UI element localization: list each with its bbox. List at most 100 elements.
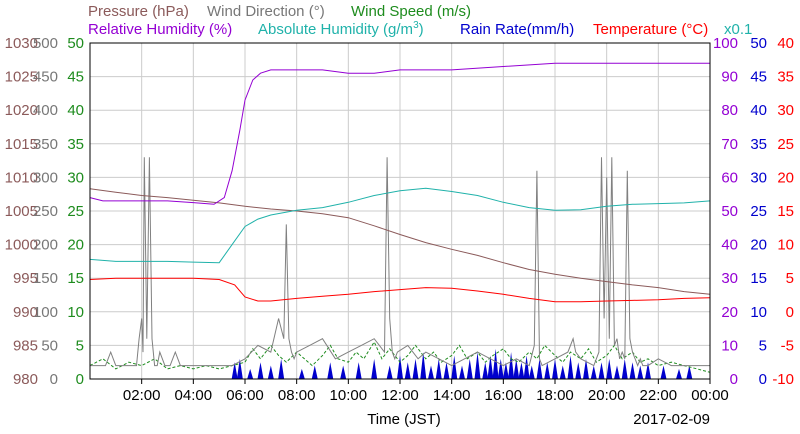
- tick-label-pressure: 985: [13, 337, 38, 354]
- tick-label-wind-direction: 150: [33, 270, 58, 287]
- rain-bar: [397, 355, 403, 379]
- chart-header: Pressure (hPa) Wind Direction (°) Wind S…: [88, 3, 752, 38]
- tick-label-wind-speed: 30: [67, 169, 84, 186]
- rain-bar: [637, 365, 644, 379]
- rain-bar: [451, 355, 458, 379]
- tick-label-rain-rate: 40: [750, 102, 767, 119]
- rain-bar: [621, 358, 628, 379]
- rain-bar: [629, 362, 636, 379]
- rain-bar: [311, 365, 318, 379]
- tick-label-wind-speed: 10: [67, 304, 84, 321]
- rain-bar: [404, 362, 411, 379]
- tick-label-temperature: 20: [777, 169, 794, 186]
- tick-label-relative-humidity: 100: [713, 35, 738, 52]
- rain-bar: [492, 348, 499, 379]
- grid: [90, 43, 710, 379]
- header-rain-scale: x0.1: [724, 21, 752, 38]
- rain-bar: [278, 358, 285, 379]
- tick-label-pressure: 990: [13, 304, 38, 321]
- rain-bar: [371, 358, 378, 379]
- tick-label-wind-speed: 15: [67, 270, 84, 287]
- tick-label-relative-humidity: 30: [721, 270, 738, 287]
- rain-bar: [523, 355, 530, 379]
- tick-label-temperature: 30: [777, 102, 794, 119]
- tick-label-rain-rate: 35: [750, 136, 767, 153]
- tick-label-wind-direction: 300: [33, 169, 58, 186]
- header-wind-direction: Wind Direction (°): [207, 3, 325, 20]
- tick-label-temperature: -10: [772, 371, 794, 388]
- x-tick-label: 10:00: [330, 387, 368, 404]
- tick-label-pressure: 995: [13, 270, 38, 287]
- header-pressure: Pressure (hPa): [88, 3, 189, 20]
- tick-label-rain-rate: 30: [750, 169, 767, 186]
- tick-label-relative-humidity: 20: [721, 304, 738, 321]
- header-absolute-humidity: Absolute Humidity (g/m3): [258, 20, 424, 38]
- tick-label-wind-speed: 0: [76, 371, 84, 388]
- rain-bar: [502, 362, 509, 379]
- rain-bar: [420, 352, 427, 379]
- absolute-humidity-g-m3-line: [89, 187, 711, 264]
- tick-label-pressure: 1015: [5, 136, 38, 153]
- rain-bar: [544, 362, 551, 379]
- rain-bar: [660, 365, 667, 379]
- tick-label-wind-direction: 0: [50, 371, 58, 388]
- rain-bar: [614, 365, 620, 379]
- x-tick-label: 16:00: [485, 387, 523, 404]
- rain-bar: [487, 355, 494, 379]
- series-layer: [89, 62, 711, 379]
- rain-bar: [247, 368, 254, 379]
- header-absolute-humidity-sup: 3: [413, 20, 419, 31]
- tick-label-wind-direction: 450: [33, 69, 58, 86]
- tick-label-temperature: 40: [777, 35, 794, 52]
- tick-label-relative-humidity: 90: [721, 69, 738, 86]
- rain-bar: [340, 365, 347, 379]
- left-axes: 9809859909951000100510101015102010251030…: [5, 35, 84, 388]
- rain-bar: [443, 362, 450, 379]
- rain-bar: [513, 358, 520, 379]
- rain-bar: [528, 365, 535, 379]
- rain-bar: [606, 358, 613, 379]
- rain-bar: [231, 362, 238, 379]
- rain-bar: [583, 358, 589, 379]
- rain-bar: [575, 362, 582, 379]
- rain-bar: [676, 368, 682, 379]
- tick-label-wind-direction: 100: [33, 304, 58, 321]
- tick-label-wind-speed: 5: [76, 337, 84, 354]
- header-absolute-humidity-label: Absolute Humidity (g/m: [258, 21, 413, 38]
- rain-bar: [590, 365, 597, 379]
- x-axis: 02:00 04:00 06:00 08:00 10:00 12:00 14:00 16:00…: [123, 379, 729, 404]
- tick-label-pressure: 980: [13, 371, 38, 388]
- date-label: 2017-02-09: [633, 411, 710, 428]
- tick-label-temperature: 0: [786, 304, 794, 321]
- header-temperature: Temperature (°C): [593, 21, 708, 38]
- tick-label-relative-humidity: 60: [721, 169, 738, 186]
- tick-label-wind-speed: 45: [67, 69, 84, 86]
- tick-label-temperature: 5: [786, 270, 794, 287]
- tick-label-wind-direction: 250: [33, 203, 58, 220]
- x-tick-label: 08:00: [278, 387, 316, 404]
- tick-label-relative-humidity: 70: [721, 136, 738, 153]
- relative-humidity-line: [89, 62, 710, 205]
- rain-bar: [412, 358, 419, 379]
- header-wind-speed: Wind Speed (m/s): [351, 3, 471, 20]
- tick-label-temperature: -5: [781, 337, 794, 354]
- pressure-hpa-line: [89, 188, 711, 295]
- tick-label-pressure: 1030: [5, 35, 38, 52]
- tick-label-rain-rate: 45: [750, 69, 767, 86]
- tick-label-rain-rate: 10: [750, 304, 767, 321]
- tick-label-wind-direction: 200: [33, 237, 58, 254]
- rain-bar: [474, 352, 481, 379]
- x-tick-label: 06:00: [226, 387, 264, 404]
- rain-bar: [497, 358, 504, 379]
- x-tick-label: 02:00: [123, 387, 161, 404]
- tick-label-pressure: 1010: [5, 169, 38, 186]
- rain-bar: [267, 365, 274, 379]
- tick-label-wind-speed: 40: [67, 102, 84, 119]
- tick-label-relative-humidity: 40: [721, 237, 738, 254]
- right-axes: 0102030405060708090100051015202530354045…: [713, 35, 794, 388]
- header-rain-rate: Rain Rate(mm/h): [460, 21, 574, 38]
- rain-bar: [257, 362, 264, 379]
- tick-label-rain-rate: 25: [750, 203, 767, 220]
- tick-label-pressure: 1025: [5, 69, 38, 86]
